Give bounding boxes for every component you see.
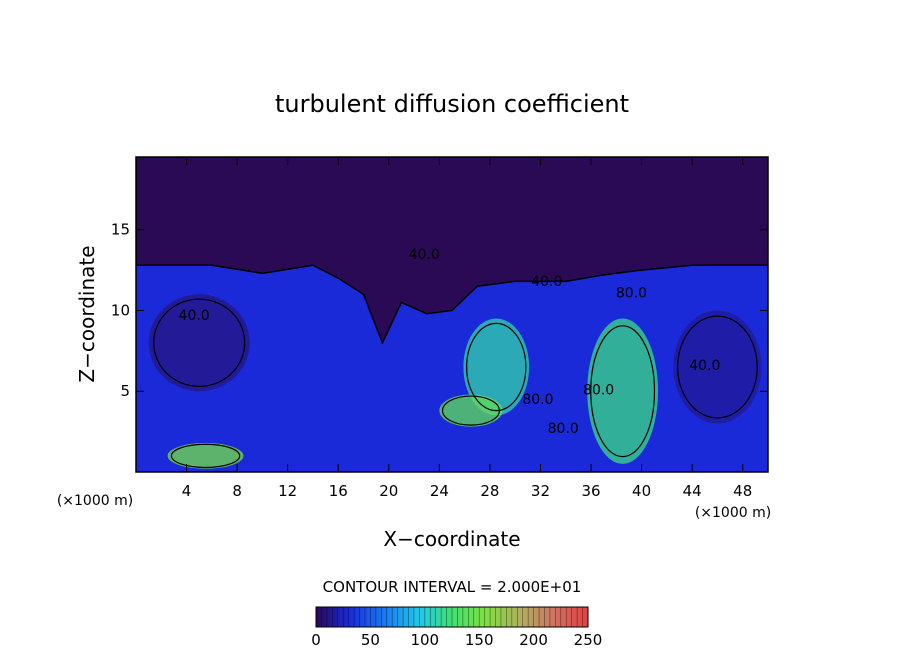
- contour-line: [677, 315, 758, 419]
- contour-line: [441, 395, 500, 426]
- colorbar-tick-label: 100: [410, 631, 439, 649]
- contour-label: 40.0: [689, 358, 720, 374]
- y-tick-label: 5: [120, 382, 130, 400]
- x-tick-label: 16: [329, 482, 348, 500]
- colorbar-tick-label: 50: [361, 631, 380, 649]
- chart-title: turbulent diffusion coefficient: [275, 90, 629, 118]
- contour-label: 80.0: [583, 382, 614, 398]
- x-tick-label: 20: [379, 482, 398, 500]
- colorbar: 0 50 100 150 200 250: [311, 606, 603, 649]
- colorbar-tick-label: 0: [311, 631, 321, 649]
- x-tick-label: 24: [430, 482, 449, 500]
- colorbar-frame: [315, 606, 589, 628]
- field-blob: [439, 394, 503, 427]
- field-blob: [463, 318, 530, 416]
- x-tick-label: 44: [683, 482, 702, 500]
- x-unit-left: (×1000 m): [57, 493, 133, 509]
- field-blob: [148, 294, 250, 392]
- contour-label: 40.0: [179, 308, 210, 324]
- colorbar-tick-label: 150: [465, 631, 494, 649]
- x-tick-label: 12: [278, 482, 297, 500]
- colorbar-tick-label: 250: [574, 631, 603, 649]
- colorbar-tick-label: 200: [519, 631, 548, 649]
- x-tick-label: 28: [480, 482, 499, 500]
- plot-area: [136, 157, 768, 472]
- contour-label: 40.0: [409, 247, 440, 263]
- plot-frame: [135, 156, 769, 473]
- contour-line: [466, 322, 527, 412]
- field-blob: [673, 310, 762, 424]
- contour-line: [170, 443, 241, 469]
- x-axis-label: X−coordinate: [383, 527, 520, 551]
- y-axis-label: Z−coordinate: [75, 245, 99, 382]
- x-tick-label: 40: [632, 482, 651, 500]
- x-tick-label: 4: [182, 482, 192, 500]
- contour-label: 40.0: [531, 274, 562, 290]
- contour-line: [153, 298, 246, 387]
- contour-label: 80.0: [522, 392, 553, 408]
- y-tick-label: 10: [111, 301, 130, 319]
- y-tick-label: 15: [111, 221, 130, 239]
- x-unit-right: (×1000 m): [695, 505, 771, 521]
- contour-label: 80.0: [548, 421, 579, 437]
- upper-layer: [136, 157, 768, 345]
- x-tick-label: 36: [581, 482, 600, 500]
- contour-line: [590, 325, 656, 458]
- contour-interval: CONTOUR INTERVAL = 2.000E+01: [323, 578, 582, 596]
- contour-label: 80.0: [616, 286, 647, 302]
- field-blob: [587, 318, 659, 464]
- field-blob: [167, 442, 244, 469]
- x-tick-label: 32: [531, 482, 550, 500]
- x-tick-label: 48: [733, 482, 752, 500]
- x-tick-label: 8: [232, 482, 242, 500]
